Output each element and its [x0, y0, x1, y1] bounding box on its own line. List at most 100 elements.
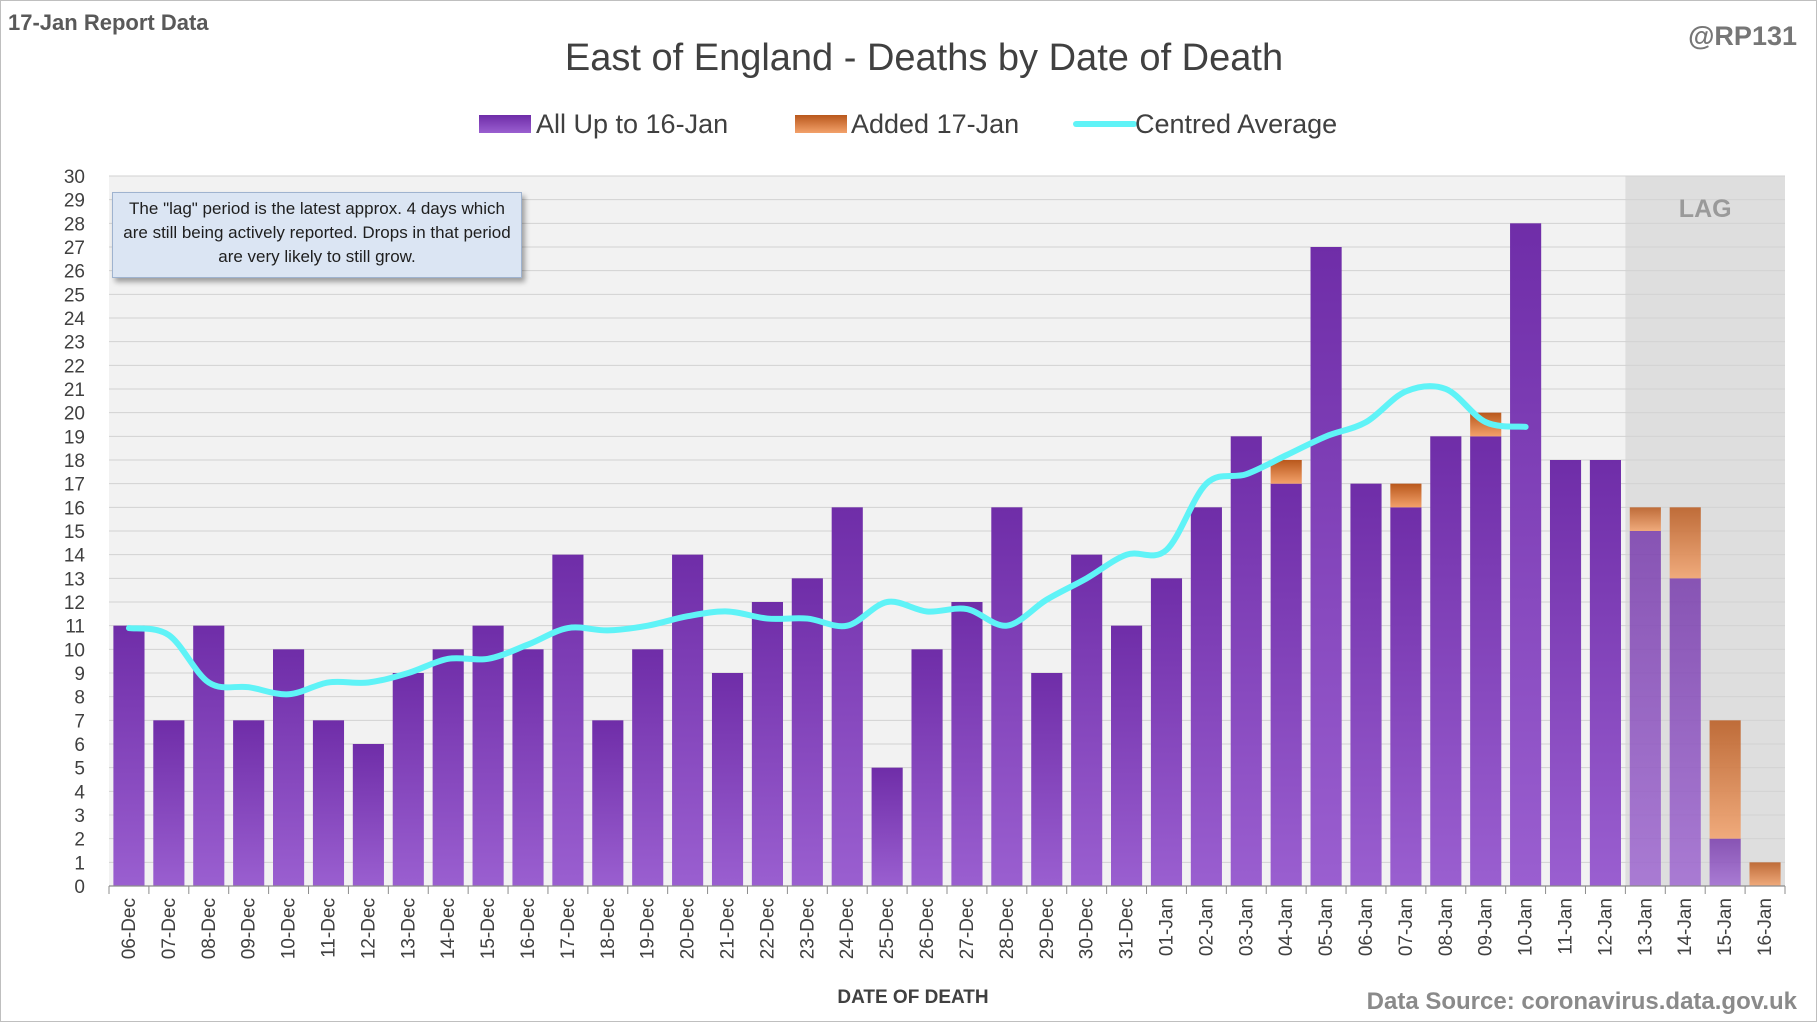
y-tick-label: 13: [64, 569, 85, 590]
x-tick-label: 26-Dec: [917, 898, 938, 959]
x-tick-label: 13-Jan: [1635, 898, 1656, 956]
y-tick-label: 22: [64, 356, 85, 377]
bar-base-12-Dec: [352, 744, 384, 886]
x-tick-label: 14-Dec: [438, 898, 459, 959]
bar-base-31-Dec: [1111, 625, 1143, 886]
x-tick-label: 27-Dec: [957, 898, 978, 959]
x-tick-label: 21-Dec: [718, 898, 739, 959]
gridlines: [109, 175, 1785, 863]
x-tick-label: 23-Dec: [797, 898, 818, 959]
bar-added-14-Jan: [1669, 507, 1701, 579]
bar-base-06-Jan: [1350, 483, 1382, 886]
x-tick-label: 16-Dec: [518, 898, 539, 959]
bar-base-08-Jan: [1430, 436, 1462, 886]
y-tick-label: 25: [64, 285, 85, 306]
bar-base-19-Dec: [632, 649, 664, 886]
bars: [113, 223, 1781, 887]
x-tick-label: 05-Jan: [1316, 898, 1337, 956]
bar-base-14-Dec: [432, 649, 464, 886]
centred-average-line: [125, 383, 1529, 698]
x-tick-label: 12-Dec: [358, 898, 379, 959]
lag-note: The "lag" period is the latest approx. 4…: [112, 192, 522, 278]
x-tick-label: 19-Dec: [638, 898, 659, 959]
bar-base-10-Jan: [1510, 223, 1542, 887]
x-tick-label: 31-Dec: [1117, 898, 1138, 959]
x-tick-label: 04-Jan: [1276, 898, 1297, 956]
x-tick-label: 25-Dec: [877, 898, 898, 959]
x-tick-label: 09-Dec: [239, 898, 260, 959]
y-tick-label: 21: [64, 380, 85, 401]
x-tick-label: 22-Dec: [757, 898, 778, 959]
y-tick-label: 3: [74, 806, 85, 827]
y-tick-label: 10: [64, 640, 85, 661]
x-tick-label: 28-Dec: [997, 898, 1018, 959]
bar-base-25-Dec: [871, 767, 903, 886]
x-tick-label: 16-Jan: [1755, 898, 1776, 956]
x-tick-label: 20-Dec: [678, 898, 699, 959]
x-tick-label: 12-Jan: [1595, 898, 1616, 956]
bar-base-13-Jan: [1629, 531, 1661, 886]
handle: @RP131: [1688, 21, 1797, 51]
bar-added-16-Jan: [1749, 862, 1781, 886]
bar-base-12-Jan: [1589, 460, 1621, 886]
x-tick-label: 08-Dec: [199, 898, 220, 959]
data-source: Data Source: coronavirus.data.gov.uk: [1367, 988, 1798, 1015]
y-tick-label: 17: [64, 475, 85, 496]
y-tick-label: 23: [64, 333, 85, 354]
x-tick-label: 07-Dec: [159, 898, 180, 959]
y-tick-label: 30: [64, 167, 85, 188]
y-tick-label: 8: [74, 688, 85, 709]
x-tick-label: 08-Jan: [1436, 898, 1457, 956]
bar-base-13-Dec: [392, 673, 424, 886]
bar-base-07-Jan: [1390, 507, 1422, 886]
report-label: 17-Jan Report Data: [8, 10, 209, 35]
x-tick-label: 10-Jan: [1516, 898, 1537, 956]
bar-base-26-Dec: [911, 649, 943, 886]
bar-base-14-Jan: [1669, 578, 1701, 886]
bar-base-09-Jan: [1470, 436, 1502, 886]
bar-base-20-Dec: [672, 554, 704, 886]
y-tick-label: 24: [64, 309, 86, 330]
bar-base-16-Dec: [512, 649, 544, 886]
bar-base-29-Dec: [1031, 673, 1063, 886]
legend-label-base: All Up to 16-Jan: [536, 109, 728, 139]
x-tick-label: 11-Jan: [1556, 898, 1577, 955]
y-tick-label: 15: [64, 522, 85, 543]
bar-base-15-Dec: [472, 625, 504, 886]
y-tick-label: 7: [74, 711, 85, 732]
y-tick-label: 5: [74, 759, 85, 780]
bar-base-08-Dec: [193, 625, 225, 886]
bar-base-07-Dec: [153, 720, 185, 886]
bar-base-30-Dec: [1071, 554, 1103, 886]
bar-base-22-Dec: [751, 602, 783, 886]
y-tick-label: 27: [64, 238, 85, 259]
bar-base-04-Jan: [1270, 483, 1302, 886]
bar-base-17-Dec: [552, 554, 584, 886]
bar-base-03-Jan: [1230, 436, 1262, 886]
lag-label: LAG: [1679, 195, 1732, 223]
x-tick-label: 10-Dec: [279, 898, 300, 959]
y-tick-label: 26: [64, 262, 85, 283]
x-tick-label: 03-Jan: [1236, 898, 1257, 956]
x-axis-title: DATE OF DEATH: [837, 987, 988, 1008]
x-tick-label: 06-Dec: [119, 898, 140, 959]
x-tick-label: 09-Jan: [1476, 898, 1497, 956]
bar-base-09-Dec: [233, 720, 265, 886]
legend: All Up to 16-Jan Added 17-Jan Centred Av…: [479, 109, 1337, 139]
bar-added-07-Jan: [1390, 483, 1422, 508]
y-tick-label: 29: [64, 191, 85, 212]
legend-label-added: Added 17-Jan: [851, 109, 1019, 139]
x-tick-label: 24-Dec: [837, 898, 858, 959]
bar-base-27-Dec: [951, 602, 983, 886]
y-tick-label: 2: [74, 830, 85, 851]
legend-label-average: Centred Average: [1135, 109, 1337, 139]
y-tick-label: 16: [64, 498, 85, 519]
legend-swatch-added: [795, 115, 847, 133]
y-tick-label: 12: [64, 593, 85, 614]
bar-base-11-Dec: [312, 720, 345, 886]
bar-base-15-Jan: [1709, 838, 1741, 886]
x-tick-label: 18-Dec: [598, 898, 619, 959]
x-tick-label: 07-Jan: [1396, 898, 1417, 956]
y-tick-label: 4: [74, 782, 85, 803]
